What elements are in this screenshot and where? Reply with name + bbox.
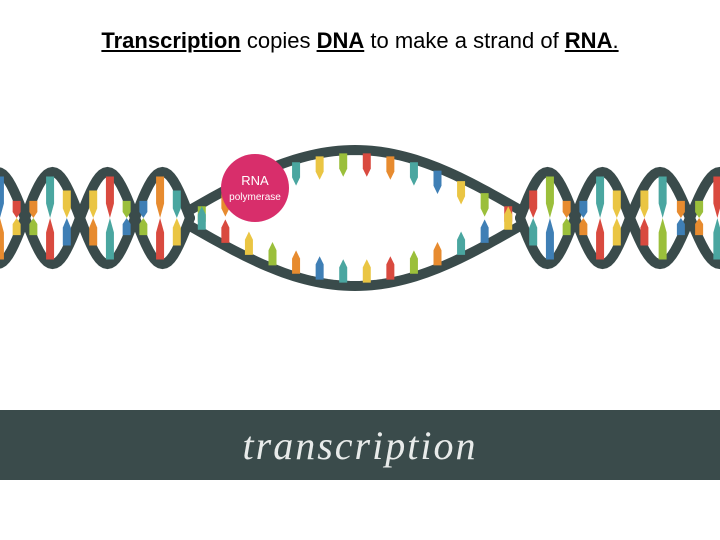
svg-text:RNA: RNA [241, 173, 269, 188]
heading-word-dna: DNA [317, 28, 365, 53]
heading-text-1: copies [241, 28, 317, 53]
heading-period: . [612, 28, 618, 53]
heading-text-2: to make a strand of [364, 28, 565, 53]
svg-text:polymerase: polymerase [229, 192, 281, 203]
heading-word-transcription: Transcription [101, 28, 240, 53]
dna-diagram: RNA polymerase [0, 90, 720, 360]
banner-label: transcription [243, 422, 478, 469]
heading-word-rna: RNA [565, 28, 613, 53]
page-heading: Transcription copies DNA to make a stran… [0, 28, 720, 54]
title-banner: transcription [0, 410, 720, 480]
